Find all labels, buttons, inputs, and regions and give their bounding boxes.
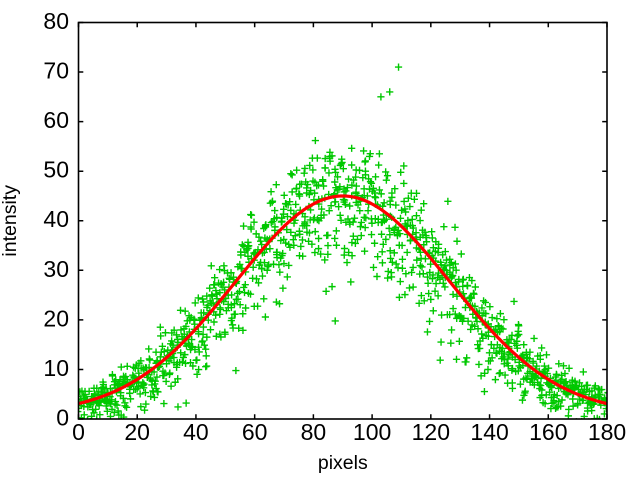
svg-text:30: 30 (43, 256, 69, 282)
svg-text:100: 100 (353, 419, 391, 445)
svg-text:160: 160 (529, 419, 567, 445)
svg-text:0: 0 (72, 419, 85, 445)
svg-text:40: 40 (43, 206, 69, 232)
svg-text:pixels: pixels (318, 452, 368, 474)
svg-text:intensity: intensity (0, 185, 21, 257)
svg-text:60: 60 (242, 419, 268, 445)
svg-text:60: 60 (43, 107, 69, 133)
svg-text:0: 0 (56, 405, 69, 431)
svg-text:80: 80 (43, 8, 69, 34)
svg-text:10: 10 (43, 355, 69, 381)
svg-text:40: 40 (183, 419, 209, 445)
svg-text:20: 20 (43, 305, 69, 331)
svg-text:70: 70 (43, 58, 69, 84)
svg-text:50: 50 (43, 157, 69, 183)
svg-text:120: 120 (412, 419, 450, 445)
svg-text:180: 180 (588, 419, 626, 445)
svg-text:140: 140 (470, 419, 508, 445)
svg-text:80: 80 (301, 419, 327, 445)
svg-text:20: 20 (124, 419, 150, 445)
